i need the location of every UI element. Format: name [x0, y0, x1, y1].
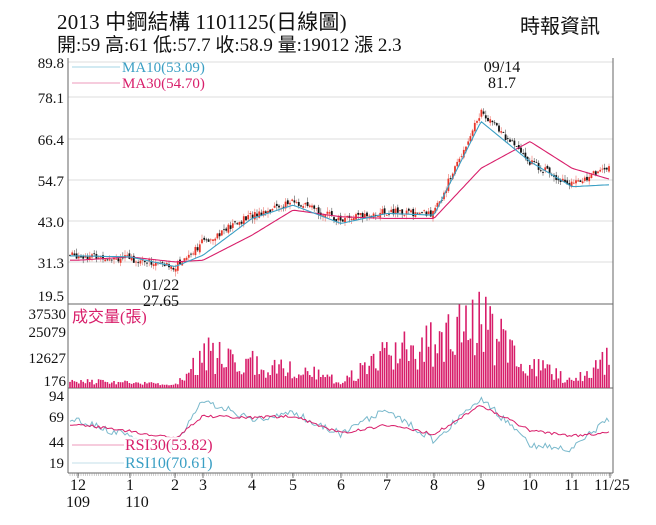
ma30-line	[70, 141, 610, 263]
rsi-tick: 19	[49, 456, 64, 472]
price-panel	[67, 58, 614, 474]
rsi-tick: 94	[49, 389, 65, 405]
volume-tick: 176	[44, 374, 67, 390]
x-label-month: 1	[126, 477, 134, 494]
ma10-line	[70, 120, 610, 267]
volume-tick: 25079	[29, 325, 67, 341]
rsi30-line	[70, 405, 610, 439]
ma30-legend: MA30(54.70)	[122, 76, 205, 92]
x-label-month: 11/25	[594, 477, 630, 494]
rsi10-legend: RSI10(70.61)	[125, 455, 213, 472]
x-label-year: 109	[66, 494, 90, 511]
x-label-month: 5	[289, 477, 297, 494]
rsi30-legend: RSI30(53.82)	[125, 437, 213, 454]
rsi-tick: 44	[49, 435, 65, 451]
price-y-axis: 89.8 78.1 66.4 54.7 43.0 31.3 19.5	[38, 56, 65, 305]
x-label-month: 11	[564, 477, 579, 494]
ohlc-summary: 開:59 高:61 低:57.7 收:58.9 量:19012 漲 2.3	[57, 35, 402, 56]
price-tick: 89.8	[38, 56, 64, 72]
price-tick: 54.7	[38, 174, 65, 190]
low-value-annotation: 27.65	[143, 293, 179, 310]
volume-tick: 37530	[29, 307, 67, 323]
x-label-month: 4	[248, 477, 256, 494]
low-date-annotation: 01/22	[143, 277, 179, 294]
x-label-month: 12	[70, 477, 86, 494]
x-label-year: 110	[125, 494, 148, 511]
high-value-annotation: 81.7	[488, 75, 516, 92]
rsi-y-axis: 94 69 44 19	[49, 389, 65, 472]
chart-title: 2013 中鋼結構 1101125(日線圖)	[57, 10, 347, 34]
volume-bars	[69, 291, 610, 388]
candlesticks	[69, 108, 610, 277]
price-tick: 31.3	[38, 256, 64, 272]
x-axis: 12 109 1 110 2 3 4 5 6 7 8 9 10 11 11/25	[66, 477, 630, 511]
brand-label: 時報資訊	[520, 16, 600, 38]
price-tick: 78.1	[38, 91, 64, 107]
rsi-tick: 69	[49, 410, 64, 426]
x-label-month: 3	[199, 477, 207, 494]
price-tick: 19.5	[38, 289, 64, 305]
rsi-legend: RSI30(53.82) RSI10(70.61)	[72, 437, 234, 472]
x-label-month: 8	[430, 477, 438, 494]
volume-y-axis: 37530 25079 12627 176	[29, 307, 67, 390]
x-label-month: 2	[171, 477, 179, 494]
ma-legend: MA10(53.09) MA30(54.70)	[72, 60, 205, 92]
volume-tick: 12627	[29, 351, 67, 367]
x-label-month: 9	[477, 477, 485, 494]
x-label-month: 10	[522, 477, 538, 494]
volume-label: 成交量(張)	[72, 308, 147, 326]
price-tick: 43.0	[38, 215, 64, 231]
x-label-month: 6	[337, 477, 345, 494]
ma10-legend: MA10(53.09)	[122, 60, 205, 76]
x-label-month: 7	[383, 477, 391, 494]
price-tick: 66.4	[38, 133, 65, 149]
high-date-annotation: 09/14	[484, 59, 520, 76]
x-axis-ticks	[69, 473, 612, 478]
